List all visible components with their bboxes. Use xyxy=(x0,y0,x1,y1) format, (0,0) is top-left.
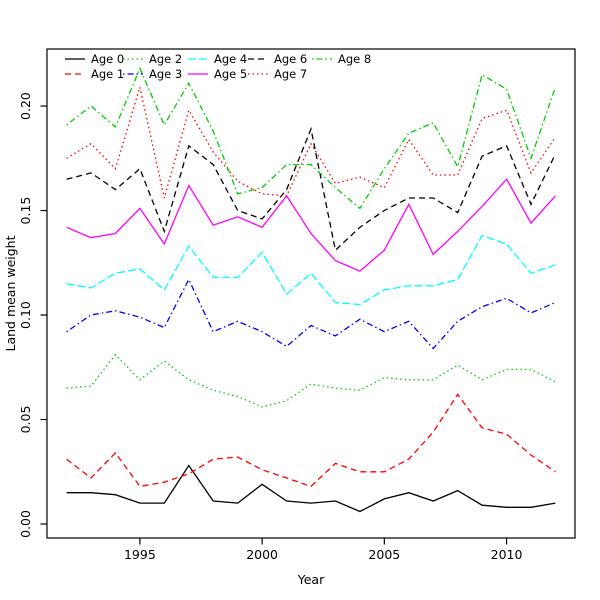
plot-border xyxy=(46,48,576,539)
x-axis-title: Year xyxy=(297,572,325,587)
x-tick-label: 2000 xyxy=(246,547,278,562)
series-line-age-5 xyxy=(66,178,556,272)
legend-label: Age 5 xyxy=(214,67,247,81)
y-tick-label: 0.05 xyxy=(18,406,33,434)
legend-label: Age 0 xyxy=(91,52,124,66)
legend-item-age-8: Age 8 xyxy=(312,52,371,66)
legend-label: Age 6 xyxy=(274,52,307,66)
legend-item-age-7: Age 7 xyxy=(248,67,307,81)
legend-item-age-0: Age 0 xyxy=(65,52,124,66)
series-line-age-2 xyxy=(66,353,556,408)
series-line-age-1 xyxy=(66,393,556,488)
legend-label: Age 4 xyxy=(214,52,247,66)
series-line-age-0 xyxy=(66,464,556,513)
legend-item-age-4: Age 4 xyxy=(188,52,247,66)
x-tick-label: 1995 xyxy=(124,547,156,562)
legend-item-age-6: Age 6 xyxy=(248,52,307,66)
legend-item-age-3: Age 3 xyxy=(123,67,182,81)
legend-label: Age 7 xyxy=(274,67,307,81)
series-lines xyxy=(66,66,557,513)
series-line-age-7 xyxy=(66,84,556,199)
series-line-age-6 xyxy=(66,126,556,252)
y-tick-label: 0.20 xyxy=(18,92,33,120)
y-tick-label: 0.10 xyxy=(18,301,33,329)
legend-label: Age 8 xyxy=(338,52,371,66)
series-line-age-4 xyxy=(66,234,556,306)
legend-item-age-2: Age 2 xyxy=(123,52,182,66)
x-tick-label: 2010 xyxy=(491,547,523,562)
legend-item-age-5: Age 5 xyxy=(188,67,247,81)
x-tick-label: 2005 xyxy=(368,547,400,562)
legend-label: Age 2 xyxy=(149,52,182,66)
series-line-age-3 xyxy=(66,278,556,350)
y-tick-label: 0.15 xyxy=(18,197,33,225)
y-axis: 0.00 0.05 0.10 0.15 0.20 Land mean weight xyxy=(3,92,47,538)
legend-item-age-1: Age 1 xyxy=(65,67,124,81)
legend-label: Age 1 xyxy=(91,67,124,81)
y-tick-label: 0.00 xyxy=(18,510,33,538)
legend-label: Age 3 xyxy=(149,67,182,81)
series-line-age-8 xyxy=(66,66,557,210)
y-axis-title: Land mean weight xyxy=(3,235,18,351)
x-axis: 1995 2000 2005 2010 Year xyxy=(124,538,523,587)
